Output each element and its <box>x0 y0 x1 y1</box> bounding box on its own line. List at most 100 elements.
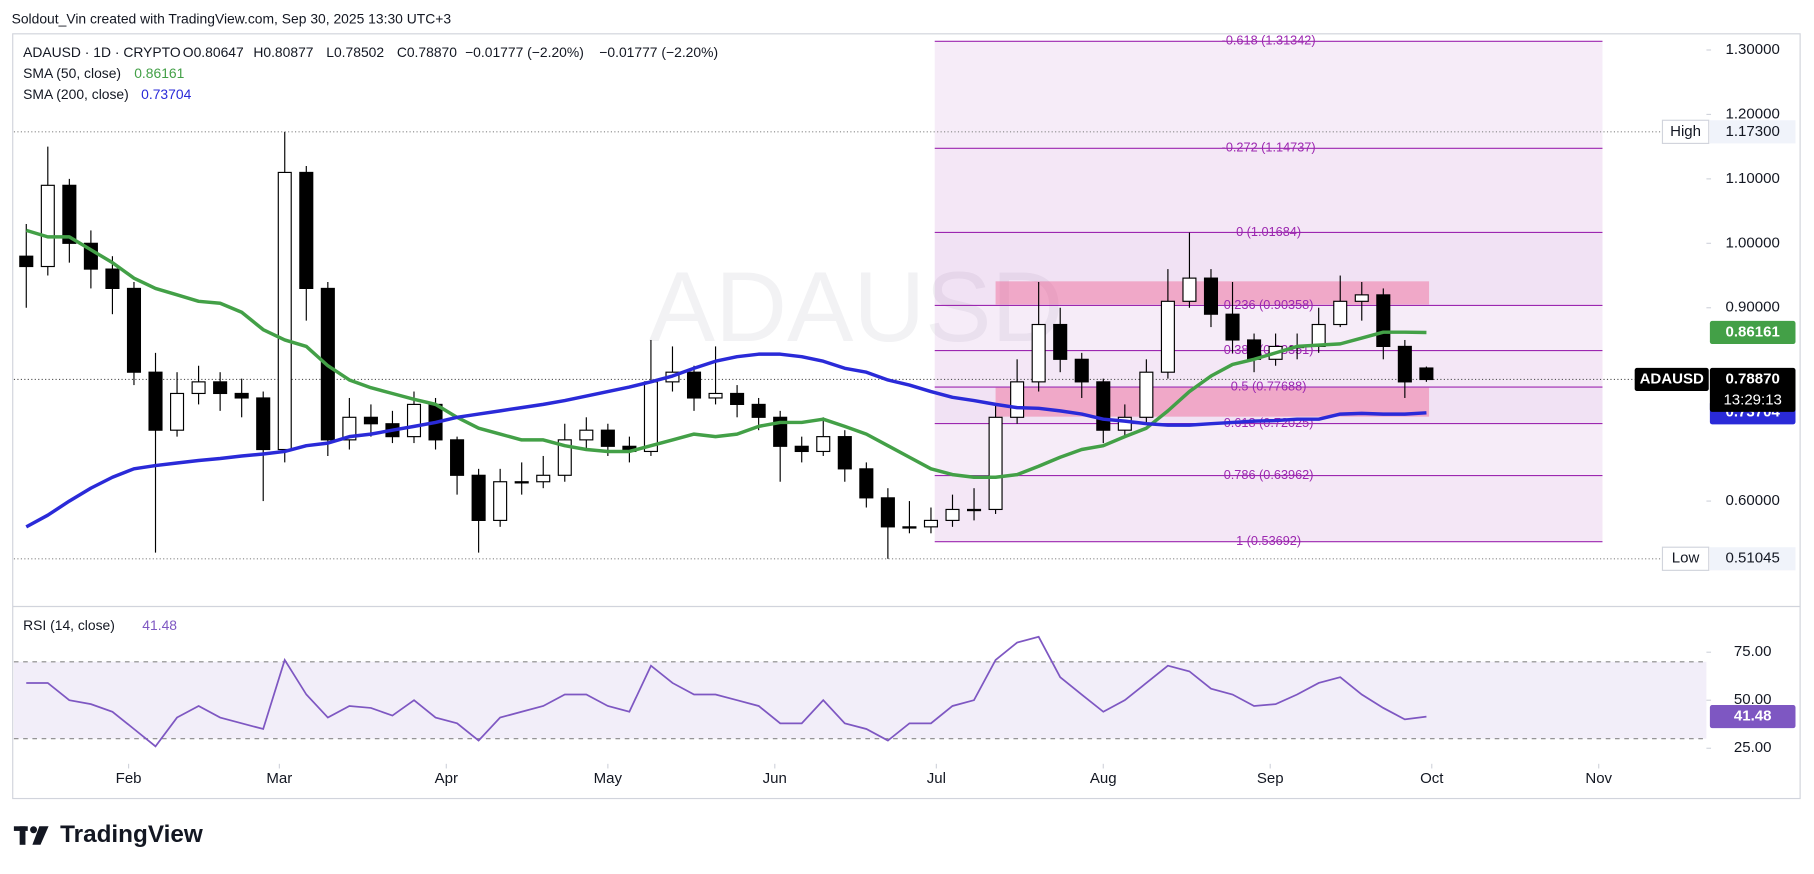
logo-slash <box>32 826 49 845</box>
x-tick-label: Nov <box>1585 770 1612 787</box>
candle-body <box>902 526 917 529</box>
extreme-value: 0.51045 <box>1726 550 1780 567</box>
fib-label: -0.618 (1.31342) <box>1222 33 1316 48</box>
candle-body <box>988 416 1003 511</box>
ohlc-value: −0.01777 (−2.20%) <box>599 44 718 60</box>
fib-area <box>934 41 1603 542</box>
rsi-band <box>13 661 1707 739</box>
candle-body <box>170 392 185 431</box>
extreme-value: 1.17300 <box>1726 123 1780 140</box>
sma-line <box>25 228 1427 479</box>
y-tick-label: 50.00 <box>1734 691 1772 708</box>
candle-body <box>859 468 874 499</box>
candle-body <box>837 436 852 470</box>
candle-body <box>1419 367 1434 381</box>
candle-body <box>816 436 831 453</box>
ohlc-value: L0.78502 <box>326 44 384 60</box>
price-badge-value: 0.78870 <box>1726 370 1780 387</box>
x-tick-label: Apr <box>435 770 458 787</box>
x-tick-label: Sep <box>1257 770 1284 787</box>
candle-body <box>62 184 77 244</box>
sma-legend-value: 0.86161 <box>134 65 184 81</box>
fib-label: -0.272 (1.14737) <box>1222 140 1316 155</box>
candle-body <box>923 519 939 528</box>
candle-body <box>277 171 292 451</box>
candle-body <box>557 439 572 476</box>
candle-body <box>1225 313 1240 341</box>
candle-body <box>493 481 508 521</box>
candle-body <box>794 445 809 453</box>
candle-body <box>514 481 529 484</box>
fib-label: 0.236 (0.90358) <box>1224 297 1314 312</box>
x-tick-label: Feb <box>116 770 142 787</box>
y-tick-label: 25.00 <box>1734 739 1772 756</box>
candle-body <box>1397 345 1412 383</box>
y-tick-label: 1.20000 <box>1726 105 1780 122</box>
candle-body <box>1139 371 1154 418</box>
candle-body <box>471 474 486 521</box>
candle-body <box>19 255 34 268</box>
candle-body <box>1053 323 1068 360</box>
fib-label: 1 (0.53692) <box>1236 533 1301 548</box>
logo-dot <box>30 826 38 834</box>
candle-body <box>708 392 723 399</box>
candle-body <box>213 381 228 395</box>
extreme-label: High <box>1670 123 1701 140</box>
y-tick-label: 0.60000 <box>1726 492 1780 509</box>
y-tick-label: 75.00 <box>1734 643 1772 660</box>
extreme-label: Low <box>1672 550 1700 567</box>
candle-body <box>536 474 551 483</box>
candle-body <box>191 381 206 395</box>
candle-body <box>1203 277 1219 315</box>
candle-body <box>1010 381 1025 418</box>
candle-body <box>450 439 465 476</box>
fib-label: 0.5 (0.77688) <box>1231 378 1307 393</box>
sma-legend-name: SMA (200, close) <box>23 86 129 102</box>
countdown: 13:29:13 <box>1723 391 1781 408</box>
rsi-legend-value: 41.48 <box>142 617 177 633</box>
sma-badge-value: 0.86161 <box>1726 323 1780 340</box>
fib-label: 0 (1.01684) <box>1236 224 1301 239</box>
rsi-badge-value: 41.48 <box>1734 708 1772 725</box>
x-tick-label: May <box>594 770 623 787</box>
y-tick-label: 1.10000 <box>1726 170 1780 187</box>
symbol-badge-label: ADAUSD <box>1640 370 1704 387</box>
candle-body <box>643 381 658 453</box>
candle-body <box>40 184 55 268</box>
fib-label: 0.786 (0.63962) <box>1224 467 1314 482</box>
y-tick-label: 1.30000 <box>1726 41 1780 58</box>
sma-legend-value: 0.73704 <box>141 86 191 102</box>
logo <box>13 826 49 845</box>
rsi-line <box>26 635 1427 748</box>
logo-stem <box>19 826 26 845</box>
candle-body <box>299 171 314 290</box>
candle-body <box>1031 323 1046 383</box>
x-tick-label: Aug <box>1090 770 1117 787</box>
candle-body <box>1182 277 1197 302</box>
ohlc-value: H0.80877 <box>253 44 313 60</box>
candle-body <box>1333 300 1348 326</box>
brand: TradingView <box>60 821 203 848</box>
ohlc-value: −0.01777 (−2.20%) <box>465 44 584 60</box>
candle-body <box>126 287 142 373</box>
fib-band <box>934 232 1603 306</box>
candle-body <box>579 429 594 441</box>
candle-body <box>751 403 766 418</box>
sma-legend-name: SMA (50, close) <box>23 65 121 81</box>
candle-body <box>234 392 249 399</box>
candle-body <box>1354 294 1369 302</box>
sma-line <box>25 352 1427 529</box>
candle-body <box>945 508 960 521</box>
extreme-tag <box>1661 546 1710 571</box>
candle-body <box>256 397 271 451</box>
candle-body <box>880 497 895 528</box>
rsi-badge <box>1709 705 1796 729</box>
candle-body <box>966 508 982 512</box>
fib-band <box>935 148 1603 232</box>
candle-body <box>1376 294 1391 347</box>
x-tick-label: Oct <box>1420 770 1444 787</box>
frame <box>12 33 1801 800</box>
